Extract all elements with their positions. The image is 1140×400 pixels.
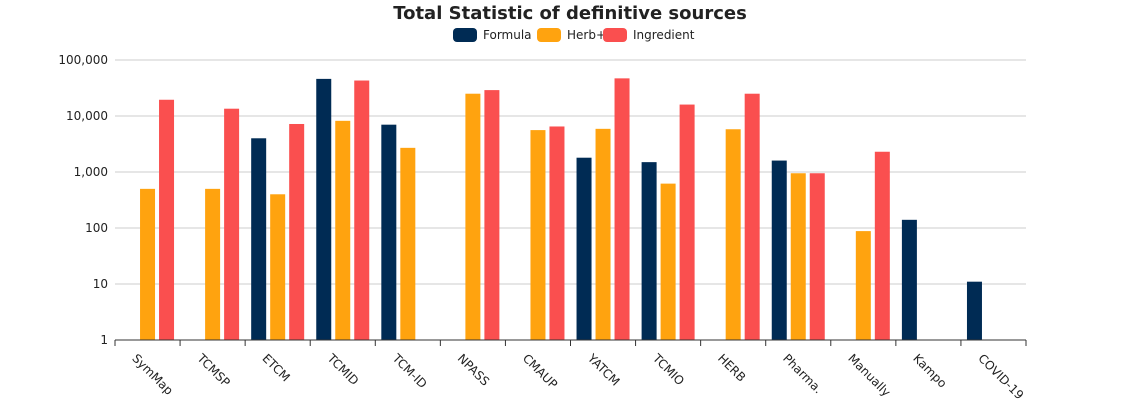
x-tick-label: NPASS [455, 351, 492, 388]
bar-herb-tcm-id[interactable] [400, 147, 416, 340]
bar-herb-manually[interactable] [855, 231, 871, 340]
legend-label: Ingredient [633, 28, 695, 42]
legend-item-herb[interactable]: Herb+ [537, 28, 606, 42]
bar-herb-cmaup[interactable] [530, 130, 546, 340]
bar-herb-tcmsp[interactable] [205, 188, 221, 340]
x-tick-label: ETCM [260, 351, 293, 384]
bar-formula-etcm[interactable] [251, 138, 267, 340]
bar-ingredient-symmap[interactable] [159, 99, 175, 341]
legend-item-ingredient[interactable]: Ingredient [603, 28, 695, 42]
x-tick-label: YATCM [584, 351, 622, 389]
x-tick-label: Manually [845, 351, 893, 399]
bar-herb-herb[interactable] [725, 129, 741, 340]
bar-herb-tcmio[interactable] [660, 183, 676, 340]
bar-herb-tcmid[interactable] [335, 120, 351, 341]
x-tick-label: Kampo [910, 351, 949, 390]
x-tick-label: HERB [715, 351, 748, 384]
legend-label: Herb+ [567, 28, 606, 42]
chart-title: Total Statistic of definitive sources [393, 3, 747, 24]
legend-swatch [603, 28, 627, 42]
y-tick-label: 100,000 [58, 53, 108, 67]
bar-ingredient-tcmid[interactable] [354, 80, 370, 341]
bar-formula-pharma[interactable] [771, 160, 787, 340]
bar-ingredient-tcmsp[interactable] [224, 108, 240, 340]
x-tick-label: TCMID [324, 351, 362, 389]
bar-herb-symmap[interactable] [140, 188, 156, 340]
bar-ingredient-etcm[interactable] [289, 123, 305, 340]
legend[interactable]: Formula Herb+ Ingredient [453, 28, 695, 42]
x-tick-label: TCMSP [194, 351, 233, 390]
x-tick-label: CMAUP [520, 351, 560, 391]
x-tick-label: Pharma. [780, 351, 825, 396]
y-tick-label: 10,000 [66, 109, 108, 123]
legend-swatch [537, 28, 561, 42]
y-tick-label: 10 [93, 277, 108, 291]
bar-ingredient-manually[interactable] [874, 151, 890, 340]
bar-herb-etcm[interactable] [270, 194, 286, 340]
bar-ingredient-yatcm[interactable] [614, 78, 630, 340]
y-tick-label: 100 [85, 221, 108, 235]
bar-formula-yatcm[interactable] [576, 157, 592, 340]
bar-formula-tcm-id[interactable] [381, 124, 397, 341]
x-tick-label: TCMIO [649, 351, 687, 389]
bar-formula-kampo[interactable] [901, 219, 917, 340]
bar-ingredient-cmaup[interactable] [549, 126, 565, 340]
bars [140, 78, 982, 341]
bar-formula-covid-19[interactable] [966, 281, 982, 340]
bar-ingredient-npass[interactable] [484, 90, 500, 340]
bar-ingredient-herb[interactable] [744, 93, 760, 340]
grid: 1 10 100 1,000 10,000 100,000 [58, 53, 1026, 347]
bar-herb-npass[interactable] [465, 93, 481, 340]
bar-formula-tcmio[interactable] [641, 162, 657, 340]
legend-label: Formula [483, 28, 532, 42]
x-tick-label: TCM-ID [389, 351, 430, 392]
axes: SymMap TCMSP ETCM TCMID TCM-ID NPASS CMAUP YATC… [114, 339, 1027, 400]
legend-item-formula[interactable]: Formula [453, 28, 532, 42]
bar-herb-yatcm[interactable] [595, 128, 611, 340]
bar-ingredient-pharma[interactable] [809, 173, 825, 340]
y-tick-label: 1 [100, 333, 108, 347]
bar-formula-tcmid[interactable] [316, 78, 332, 340]
legend-swatch [453, 28, 477, 42]
x-tick-label: COVID-19 [975, 351, 1026, 400]
bar-herb-pharma[interactable] [790, 173, 806, 340]
x-tick-label: SymMap [129, 351, 175, 397]
y-tick-label: 1,000 [74, 165, 108, 179]
bar-ingredient-tcmio[interactable] [679, 104, 695, 341]
